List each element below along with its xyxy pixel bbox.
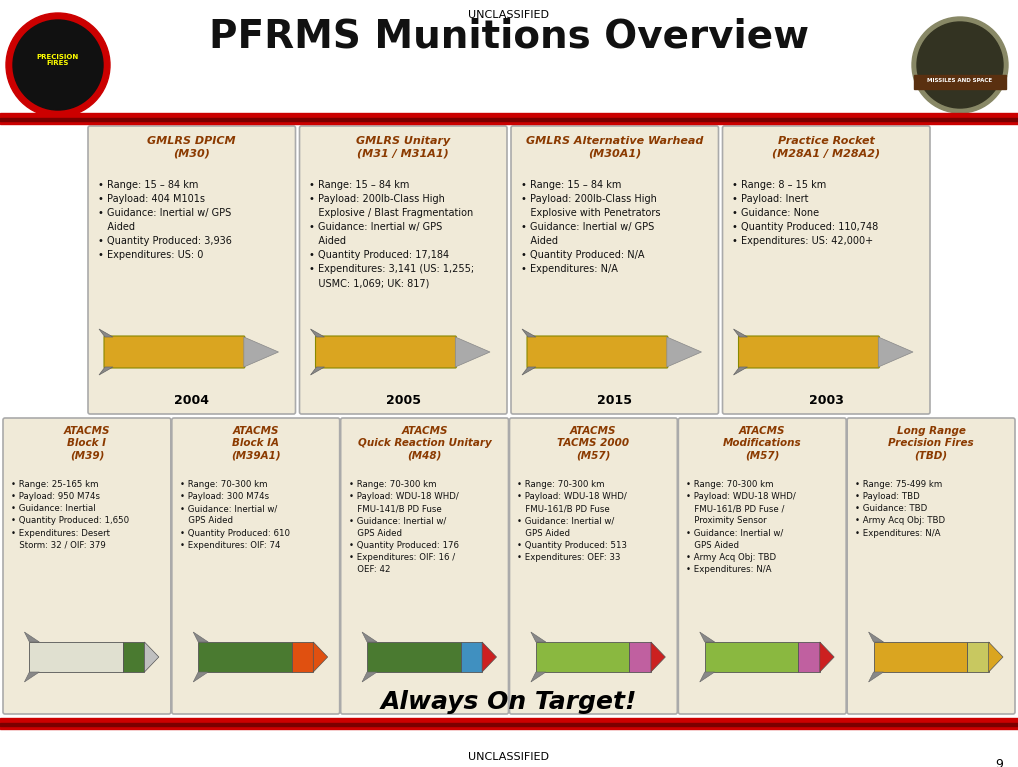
Polygon shape [193,672,209,682]
Bar [30,642,123,672]
Text: GMLRS Alternative Warhead
(M30A1): GMLRS Alternative Warhead (M30A1) [526,136,703,159]
FancyBboxPatch shape [509,418,677,714]
Text: GMLRS Unitary
(M31 / M31A1): GMLRS Unitary (M31 / M31A1) [356,136,450,159]
FancyBboxPatch shape [847,418,1015,714]
Bar [460,642,483,672]
Polygon shape [667,337,701,367]
Bar [0,113,1018,121]
Polygon shape [483,642,497,672]
Text: ATACMS
Block IA
(M39A1): ATACMS Block IA (M39A1) [231,426,281,461]
Text: ATACMS
TACMS 2000
(M57): ATACMS TACMS 2000 (M57) [557,426,629,461]
Polygon shape [314,642,328,672]
Polygon shape [145,642,159,672]
FancyBboxPatch shape [316,336,456,368]
FancyBboxPatch shape [527,336,668,368]
Text: • Range: 70-300 km
• Payload: WDU-18 WHD/
   FMU-161/B PD Fuse
• Guidance: Inert: • Range: 70-300 km • Payload: WDU-18 WHD… [517,480,627,562]
Text: PFRMS Munitions Overview: PFRMS Munitions Overview [209,18,809,56]
Polygon shape [699,632,715,642]
Bar [292,642,314,672]
Bar [0,718,1018,726]
Text: 2004: 2004 [174,394,210,407]
FancyBboxPatch shape [341,418,509,714]
Text: 2003: 2003 [809,394,844,407]
Polygon shape [24,672,40,682]
Text: UNCLASSIFIED: UNCLASSIFIED [468,10,550,20]
Circle shape [6,13,110,117]
Text: • Range: 70-300 km
• Payload: WDU-18 WHD/
   FMU-141/B PD Fuse
• Guidance: Inert: • Range: 70-300 km • Payload: WDU-18 WHD… [349,480,459,574]
FancyBboxPatch shape [104,336,244,368]
FancyBboxPatch shape [738,336,880,368]
Polygon shape [455,337,490,367]
FancyBboxPatch shape [511,126,719,414]
Polygon shape [99,329,113,337]
Bar [0,724,1018,729]
Circle shape [917,22,1003,108]
Polygon shape [819,642,834,672]
Text: 2015: 2015 [598,394,632,407]
Polygon shape [868,672,884,682]
Bar [798,642,819,672]
Polygon shape [530,632,546,642]
Text: 2005: 2005 [386,394,420,407]
Polygon shape [988,642,1003,672]
Bar [535,642,629,672]
Text: FIRES: FIRES [47,60,69,66]
Polygon shape [734,329,747,337]
Polygon shape [362,672,377,682]
Text: MISSILES AND SPACE: MISSILES AND SPACE [927,78,993,84]
FancyBboxPatch shape [678,418,846,714]
Polygon shape [868,632,884,642]
Bar [967,642,988,672]
Polygon shape [24,632,40,642]
Polygon shape [530,672,546,682]
Circle shape [912,17,1008,113]
Text: • Range: 70-300 km
• Payload: WDU-18 WHD/
   FMU-161/B PD Fuse /
   Proximity Se: • Range: 70-300 km • Payload: WDU-18 WHD… [686,480,796,574]
Polygon shape [522,367,536,375]
Text: • Range: 15 – 84 km
• Payload: 200lb-Class High
   Explosive with Penetrators
• : • Range: 15 – 84 km • Payload: 200lb-Cla… [521,180,661,274]
Text: • Range: 75-499 km
• Payload: TBD
• Guidance: TBD
• Army Acq Obj: TBD
• Expendit: • Range: 75-499 km • Payload: TBD • Guid… [855,480,946,538]
FancyBboxPatch shape [172,418,340,714]
Polygon shape [699,672,715,682]
Polygon shape [310,367,325,375]
Polygon shape [522,329,536,337]
Text: GMLRS DPICM
(M30): GMLRS DPICM (M30) [148,136,236,159]
Polygon shape [243,337,279,367]
Text: • Range: 8 – 15 km
• Payload: Inert
• Guidance: None
• Quantity Produced: 110,74: • Range: 8 – 15 km • Payload: Inert • Gu… [733,180,879,246]
Bar [0,119,1018,124]
FancyBboxPatch shape [3,418,171,714]
Polygon shape [651,642,666,672]
FancyBboxPatch shape [299,126,507,414]
Text: ATACMS
Modifications
(M57): ATACMS Modifications (M57) [723,426,801,461]
Text: Always On Target!: Always On Target! [381,690,637,714]
FancyBboxPatch shape [723,126,930,414]
Bar [0,723,1018,726]
Text: Long Range
Precision Fires
(TBD): Long Range Precision Fires (TBD) [889,426,974,461]
Text: • Range: 70-300 km
• Payload: 300 M74s
• Guidance: Inertial w/
   GPS Aided
• Qu: • Range: 70-300 km • Payload: 300 M74s •… [180,480,290,550]
Polygon shape [734,367,747,375]
Bar [629,642,651,672]
Bar [123,642,145,672]
Circle shape [13,20,103,110]
Polygon shape [193,632,209,642]
Text: • Range: 15 – 84 km
• Payload: 404 M101s
• Guidance: Inertial w/ GPS
   Aided
• : • Range: 15 – 84 km • Payload: 404 M101s… [98,180,232,260]
Text: • Range: 25-165 km
• Payload: 950 M74s
• Guidance: Inertial
• Quantity Produced:: • Range: 25-165 km • Payload: 950 M74s •… [11,480,129,550]
Bar [873,642,967,672]
Text: ATACMS
Quick Reaction Unitary
(M48): ATACMS Quick Reaction Unitary (M48) [357,426,492,461]
Text: • Range: 15 – 84 km
• Payload: 200lb-Class High
   Explosive / Blast Fragmentati: • Range: 15 – 84 km • Payload: 200lb-Cla… [309,180,474,288]
Text: ATACMS
Block I
(M39): ATACMS Block I (M39) [64,426,110,461]
Polygon shape [99,367,113,375]
Text: UNCLASSIFIED: UNCLASSIFIED [468,752,550,762]
Bar [704,642,798,672]
Bar [0,118,1018,121]
Text: 9: 9 [996,758,1003,767]
Polygon shape [310,329,325,337]
Polygon shape [362,632,377,642]
FancyBboxPatch shape [88,126,295,414]
Bar [199,642,292,672]
Polygon shape [879,337,913,367]
Bar [367,642,460,672]
Text: Practice Rocket
(M28A1 / M28A2): Practice Rocket (M28A1 / M28A2) [773,136,881,159]
Bar [914,75,1006,89]
Text: PRECISION: PRECISION [37,54,79,60]
